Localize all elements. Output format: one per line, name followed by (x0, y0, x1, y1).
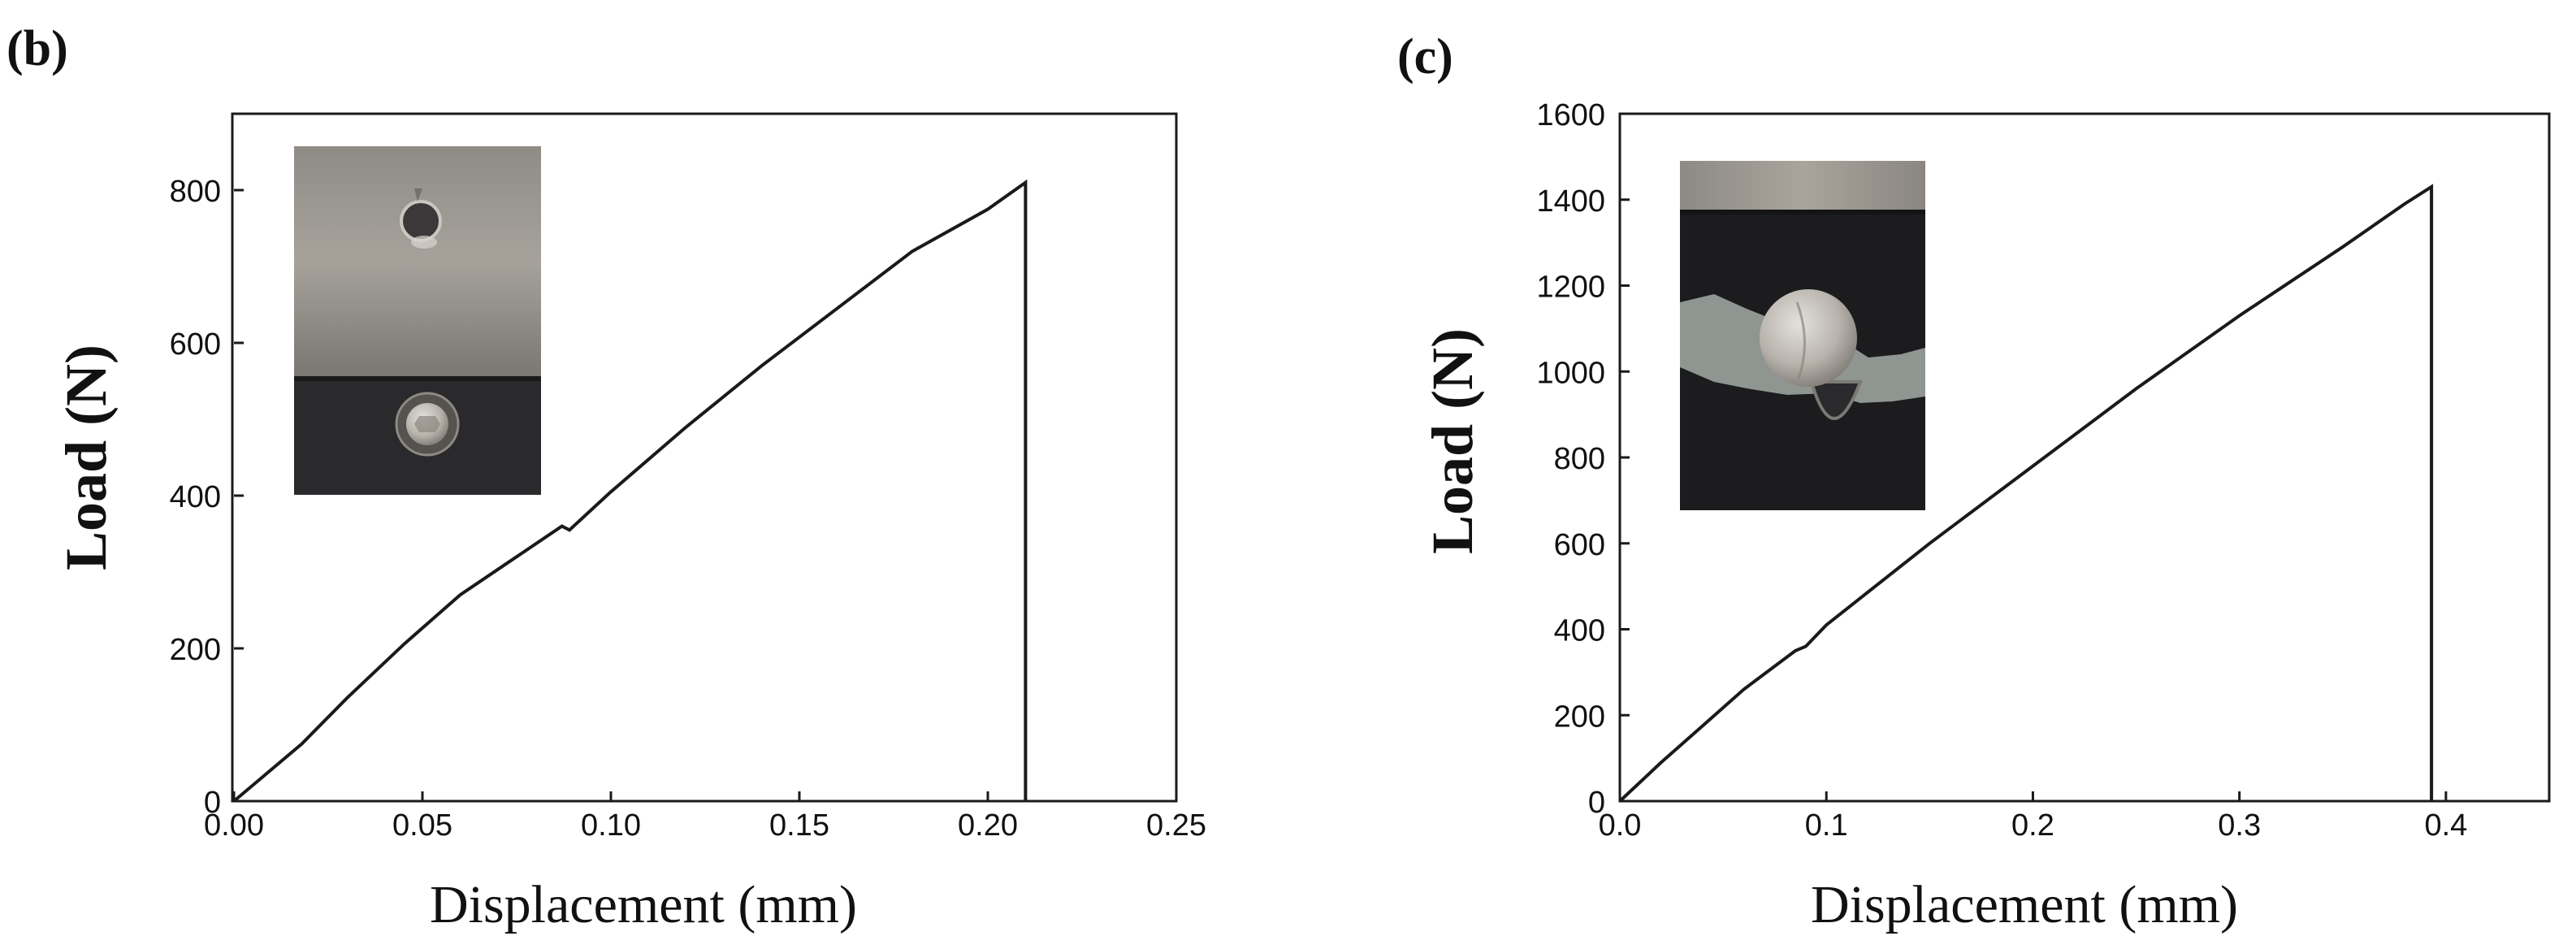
inset-photo-b (294, 146, 541, 495)
x-tick-label: 0.10 (581, 808, 641, 843)
x-tick-label: 0.0 (1599, 808, 1642, 843)
y-tick-label: 600 (1554, 528, 1605, 562)
y-tick-label: 1200 (1536, 271, 1605, 305)
x-axis-label-c: Displacement (mm) (1811, 875, 2238, 934)
x-tick-label: 0.2 (2011, 808, 2054, 843)
x-axis-label-b: Displacement (mm) (430, 875, 857, 934)
y-tick-label: 200 (170, 633, 221, 667)
y-axis-ticks-b: 0 200 400 600 800 (170, 175, 244, 820)
plot-frame-b (231, 112, 1178, 803)
panel-c-label: (c) (1397, 29, 1453, 84)
y-tick-label: 800 (1554, 442, 1605, 476)
y-axis-label-b: Load (N) (54, 344, 119, 570)
x-tick-label: 0.05 (392, 808, 452, 843)
x-tick-label: 0.20 (958, 808, 1018, 843)
y-tick-label: 1000 (1536, 356, 1605, 390)
y-axis-label-c: Load (N) (1420, 328, 1485, 554)
x-axis-ticks-c: 0.0 0.1 0.2 0.3 0.4 (1599, 791, 2467, 843)
y-tick-label: 0 (204, 786, 221, 820)
y-tick-label: 1400 (1536, 184, 1605, 219)
inset-photo-c (1680, 161, 1925, 510)
y-tick-label: 0 (1588, 786, 1605, 820)
load-curve-c (1618, 184, 2434, 803)
x-tick-label: 0.25 (1146, 808, 1206, 843)
x-tick-label: 0.4 (2424, 808, 2467, 843)
y-tick-label: 1600 (1536, 98, 1605, 132)
panel-b-label: (b) (6, 21, 68, 76)
y-axis-ticks-c: 0 200 400 600 800 1000 1200 1400 1600 (1536, 98, 1630, 820)
x-tick-label: 0.1 (1805, 808, 1848, 843)
panel-c: (c) 0 200 400 600 800 1000 1200 1400 1600 0.0 0.1… (1397, 29, 2551, 934)
y-tick-label: 600 (170, 327, 221, 362)
y-tick-label: 800 (170, 175, 221, 209)
x-tick-label: 0.15 (769, 808, 829, 843)
y-tick-label: 400 (170, 480, 221, 514)
load-curve-b (232, 179, 1028, 803)
x-axis-ticks-b: 0.00 0.05 0.10 0.15 0.20 0.25 (204, 791, 1206, 843)
y-tick-label: 400 (1554, 614, 1605, 648)
y-tick-label: 200 (1554, 700, 1605, 734)
x-tick-label: 0.00 (204, 808, 264, 843)
x-tick-label: 0.3 (2218, 808, 2261, 843)
